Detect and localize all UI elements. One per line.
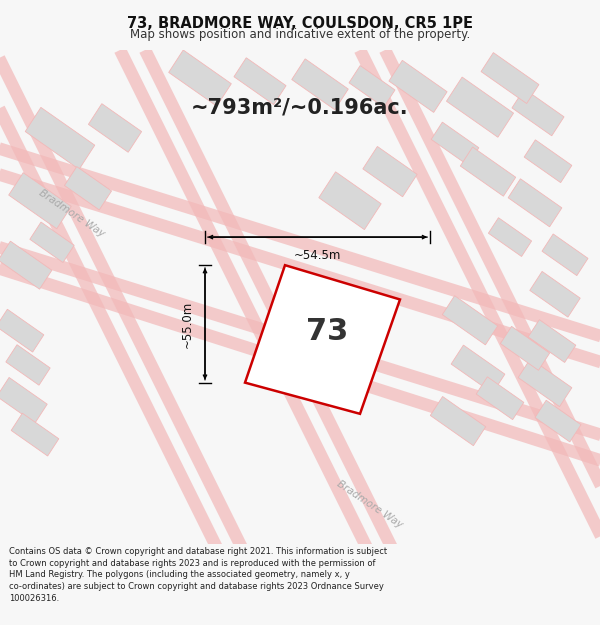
Text: Map shows position and indicative extent of the property.: Map shows position and indicative extent… — [130, 28, 470, 41]
Polygon shape — [64, 167, 112, 210]
Polygon shape — [442, 296, 498, 345]
Polygon shape — [542, 234, 588, 276]
Polygon shape — [8, 173, 71, 229]
Polygon shape — [508, 179, 562, 227]
Polygon shape — [481, 52, 539, 104]
Text: Bradmore Way: Bradmore Way — [335, 479, 404, 530]
Polygon shape — [88, 104, 142, 152]
Polygon shape — [0, 309, 44, 352]
Text: 73, BRADMORE WAY, COULSDON, CR5 1PE: 73, BRADMORE WAY, COULSDON, CR5 1PE — [127, 16, 473, 31]
Text: ~55.0m: ~55.0m — [181, 300, 193, 348]
Polygon shape — [488, 217, 532, 256]
Text: Contains OS data © Crown copyright and database right 2021. This information is : Contains OS data © Crown copyright and d… — [9, 547, 387, 603]
Polygon shape — [535, 400, 581, 442]
Polygon shape — [245, 265, 400, 414]
Text: 73: 73 — [307, 318, 349, 346]
Polygon shape — [349, 66, 395, 108]
Polygon shape — [530, 271, 580, 317]
Text: Bradmore Way: Bradmore Way — [37, 188, 107, 239]
Polygon shape — [528, 319, 576, 362]
Polygon shape — [292, 59, 348, 110]
Polygon shape — [6, 345, 50, 385]
Polygon shape — [430, 396, 486, 446]
Polygon shape — [460, 147, 516, 196]
Polygon shape — [234, 58, 286, 104]
Polygon shape — [30, 222, 74, 262]
Polygon shape — [169, 50, 232, 106]
Polygon shape — [363, 146, 417, 197]
Polygon shape — [0, 378, 47, 423]
Text: ~54.5m: ~54.5m — [294, 249, 341, 262]
Polygon shape — [25, 107, 95, 169]
Polygon shape — [319, 172, 381, 229]
Polygon shape — [431, 122, 479, 165]
Polygon shape — [500, 326, 550, 371]
Polygon shape — [446, 77, 514, 138]
Text: ~793m²/~0.196ac.: ~793m²/~0.196ac. — [191, 97, 409, 117]
Polygon shape — [389, 61, 447, 112]
Polygon shape — [0, 241, 52, 289]
Polygon shape — [476, 377, 524, 419]
Polygon shape — [524, 140, 572, 182]
Polygon shape — [451, 345, 505, 393]
Polygon shape — [512, 89, 564, 136]
Polygon shape — [518, 359, 572, 407]
Polygon shape — [11, 413, 59, 456]
